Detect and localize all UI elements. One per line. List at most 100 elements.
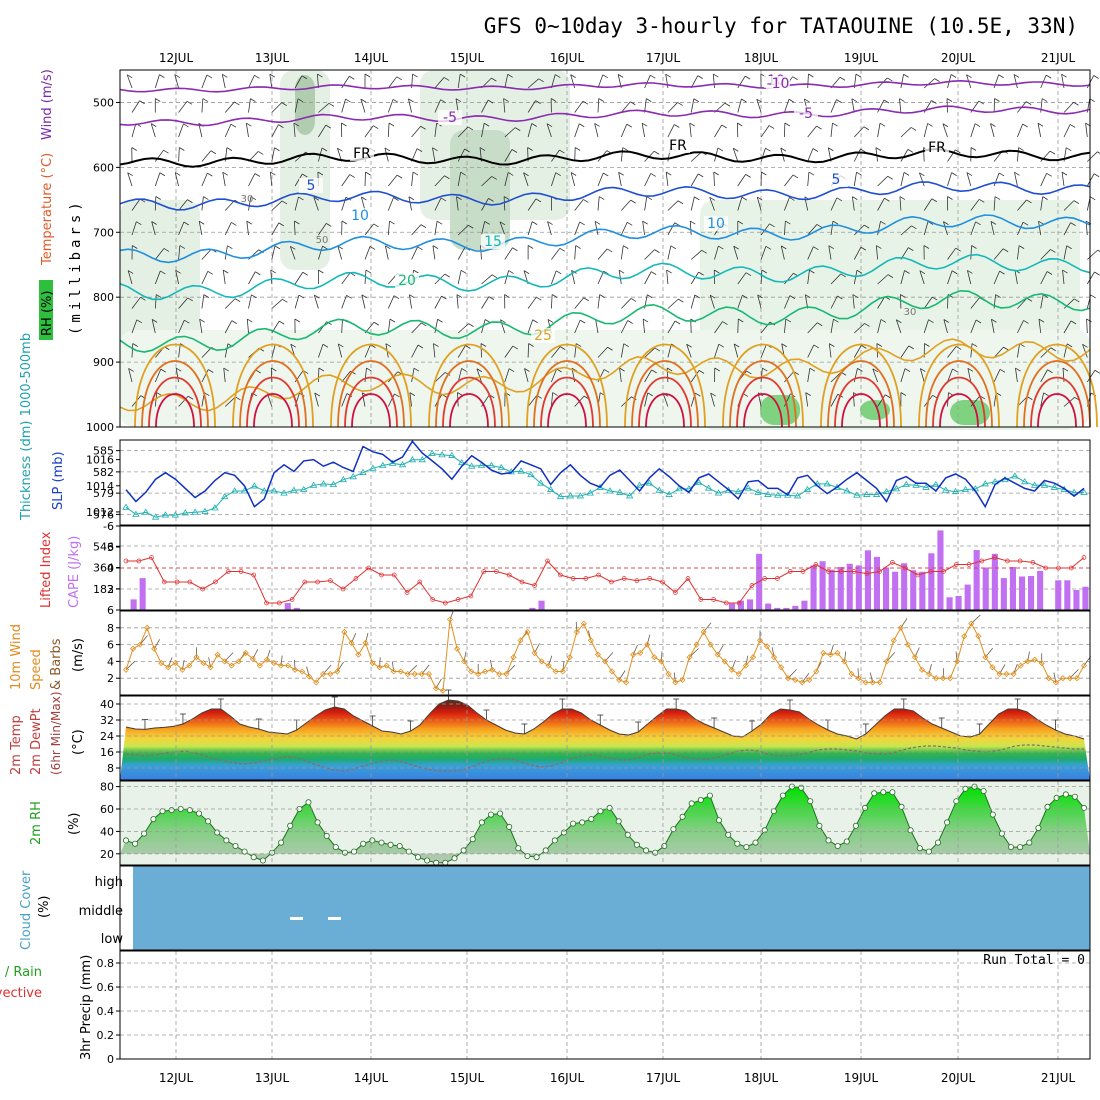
wind-barb xyxy=(597,271,605,285)
wind-barb-flag xyxy=(321,147,328,152)
warm-contour xyxy=(547,393,587,428)
wind-barb-flag xyxy=(504,294,510,298)
wind-barb-flag xyxy=(155,98,161,102)
wind-barb-flag xyxy=(227,245,233,250)
thickness-marker xyxy=(546,485,555,492)
wind-barb-flag xyxy=(943,319,950,323)
wind-barb-flag xyxy=(618,171,624,176)
wind-barb xyxy=(923,147,925,162)
thickness-marker xyxy=(487,461,496,468)
wind-barb xyxy=(551,172,557,187)
wind-barb xyxy=(318,245,323,260)
wind-barb xyxy=(1086,318,1088,334)
tick-label: 32 xyxy=(100,714,114,727)
wind-barb xyxy=(919,172,925,187)
wind-barb-flag xyxy=(409,294,415,299)
wind-barb-flag xyxy=(444,175,450,180)
wind-barb-flag xyxy=(994,196,1001,200)
warm-contour xyxy=(449,393,489,428)
rh-marker xyxy=(1035,825,1042,832)
wind-barb xyxy=(1040,392,1045,407)
wind-barb-flag xyxy=(1070,320,1077,325)
wind-barb-flag xyxy=(555,270,562,275)
warm-contour xyxy=(344,376,398,428)
wind-barb-flag xyxy=(1014,171,1020,176)
slp-frame xyxy=(119,439,1091,526)
wind-barb-flag xyxy=(1090,196,1096,201)
wind-barb-flag xyxy=(317,171,324,176)
rh-marker xyxy=(1044,803,1051,810)
wind-barb-flag xyxy=(270,269,277,274)
wind-barb xyxy=(457,172,462,187)
rh-marker xyxy=(898,803,905,810)
tick-label: 0 xyxy=(107,562,114,575)
wind-barb-flag xyxy=(179,245,186,249)
wind-barb-flag xyxy=(665,73,671,78)
tick-label: 0.4 xyxy=(97,1005,115,1018)
rh-marker xyxy=(186,807,193,814)
wind-speed-marker xyxy=(277,662,285,669)
wind-barb-flag xyxy=(499,221,506,226)
wind-barb xyxy=(830,123,833,138)
rh-marker xyxy=(506,823,513,830)
thickness-marker xyxy=(1021,478,1029,485)
warm-contour xyxy=(246,376,300,428)
thickness-marker xyxy=(1080,488,1088,495)
wind-barb xyxy=(923,123,928,138)
wind-barb xyxy=(923,296,933,309)
thickness-marker xyxy=(863,490,871,497)
wind-speed-marker xyxy=(686,654,693,661)
wind-barb-flag xyxy=(698,370,705,374)
wind-barb xyxy=(175,270,179,285)
wind-speed-marker xyxy=(587,637,594,644)
thickness-marker xyxy=(517,467,525,474)
wind-barb-flag xyxy=(642,220,648,225)
rh-marker xyxy=(670,826,677,833)
wind-barb xyxy=(642,221,645,236)
wind-barb-flag xyxy=(175,367,182,372)
wind-barb-flag xyxy=(978,100,985,105)
wind-barb-flag xyxy=(1026,199,1032,204)
li-marker xyxy=(762,576,768,581)
warm-contour xyxy=(526,343,608,428)
li-marker xyxy=(953,562,959,567)
wind-barb-flag xyxy=(440,197,447,202)
wind10m-frame xyxy=(119,610,1091,696)
wind-barb-flag xyxy=(694,196,700,201)
thickness-marker xyxy=(339,475,347,483)
wind-barb xyxy=(830,221,834,236)
date-bottom-label: 12JUL xyxy=(159,1071,194,1085)
wind-barb-flag xyxy=(432,245,439,249)
wind-barb-flag xyxy=(555,172,561,177)
wind-barb xyxy=(1063,245,1068,260)
thickness-marker xyxy=(556,492,565,500)
thickness-marker xyxy=(309,481,318,488)
wind-speed-marker xyxy=(707,641,714,648)
wind-speed-marker xyxy=(594,651,602,658)
rh-marker xyxy=(944,819,951,826)
wind-barb-flag xyxy=(809,367,816,372)
wind-barb-flag xyxy=(856,171,862,176)
rh-line xyxy=(125,786,1085,864)
wind-speed-marker xyxy=(284,662,292,669)
li-marker xyxy=(583,576,589,581)
li-marker xyxy=(468,593,474,599)
wind-barb xyxy=(923,319,929,334)
wind-barb-flag xyxy=(527,147,533,151)
wind-barb-flag xyxy=(385,245,391,250)
wind-barb xyxy=(947,172,952,187)
wind-barb xyxy=(714,344,720,358)
wind-barb-flag xyxy=(247,318,253,323)
cape-axis-label: CAPE (J/kg) xyxy=(67,536,82,608)
wind-barb xyxy=(737,75,746,89)
tick-label: 24 xyxy=(100,730,114,743)
wind-barb xyxy=(830,319,834,334)
wind-barb-flag xyxy=(294,220,300,225)
wind-speed-marker xyxy=(1080,662,1088,669)
wind-barb-flag xyxy=(175,269,181,274)
wind-barb-flag xyxy=(393,197,399,201)
rh-marker xyxy=(560,829,567,836)
wind-barb xyxy=(432,245,436,260)
rh-marker xyxy=(734,840,741,847)
